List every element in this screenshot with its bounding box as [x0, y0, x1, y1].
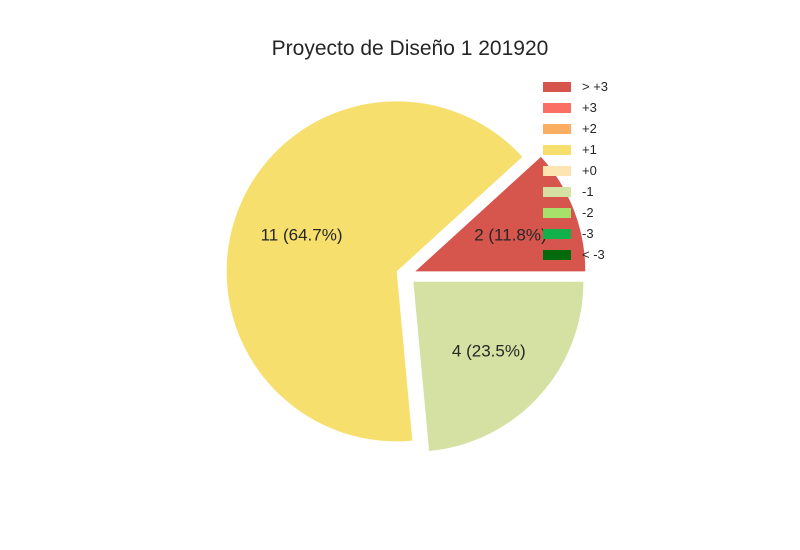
legend-item: -1: [543, 181, 608, 202]
legend-label: > +3: [582, 79, 609, 94]
legend-label: -1: [582, 184, 594, 199]
legend-swatch: [543, 207, 571, 218]
legend-swatch: [543, 81, 571, 92]
legend-item: -3: [543, 223, 608, 244]
legend-label: -3: [582, 226, 594, 241]
legend-label: +2: [582, 121, 597, 136]
legend-item: +3: [543, 97, 608, 118]
legend-item: +0: [543, 160, 608, 181]
legend-swatch: [543, 144, 571, 155]
legend-item: > +3: [543, 76, 608, 97]
legend-label: +1: [582, 142, 597, 157]
legend-item: +2: [543, 118, 608, 139]
legend-label: < -3: [582, 247, 605, 262]
legend-label: +0: [582, 163, 597, 178]
legend-label: +3: [582, 100, 597, 115]
slice-data-label: 11 (64.7%): [261, 226, 343, 245]
legend-swatch: [543, 102, 571, 113]
legend-swatch: [543, 249, 571, 260]
legend: > +3 +3 +2 +1 +0 -1 -2 -3 < -3: [543, 76, 608, 265]
slice-data-label: 2 (11.8%): [474, 226, 546, 245]
legend-item: +1: [543, 139, 608, 160]
legend-swatch: [543, 165, 571, 176]
legend-swatch: [543, 228, 571, 239]
pie-slice: [413, 281, 584, 452]
legend-swatch: [543, 123, 571, 134]
legend-item: -2: [543, 202, 608, 223]
legend-swatch: [543, 186, 571, 197]
pie-slice: [226, 101, 523, 442]
pie-slice: [415, 156, 586, 272]
legend-item: < -3: [543, 244, 608, 265]
chart-title: Proyecto de Diseño 1 201920: [271, 37, 549, 60]
legend-label: -2: [582, 205, 594, 220]
slice-data-label: 4 (23.5%): [452, 341, 526, 360]
